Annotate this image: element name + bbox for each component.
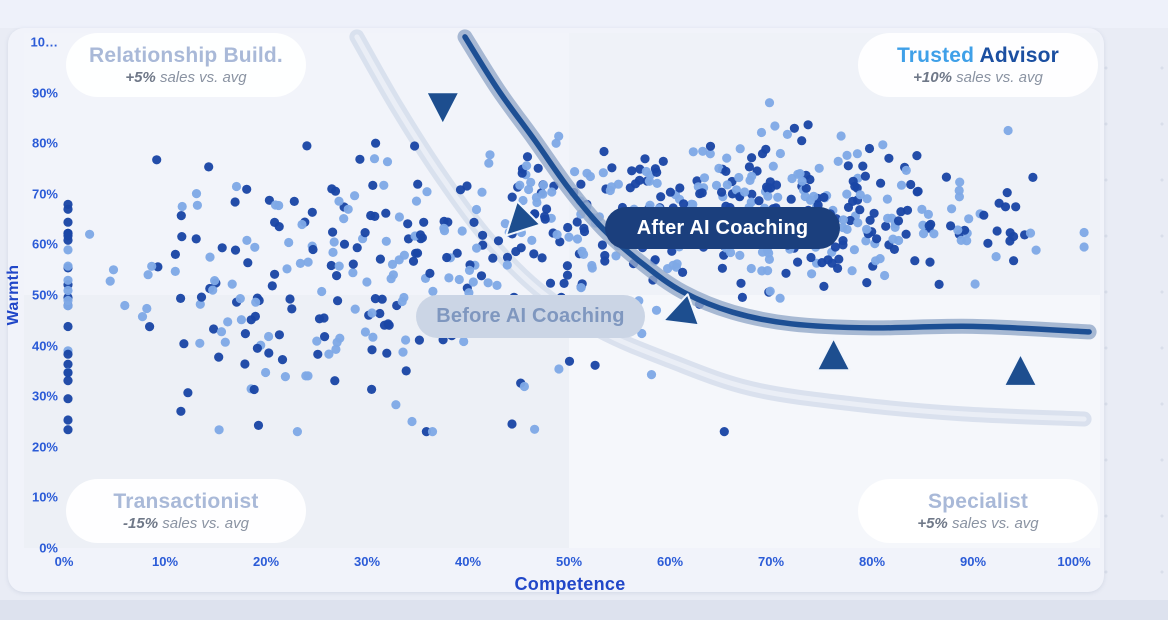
x-axis-tick: 20%	[252, 554, 280, 569]
quadrant-card-specialist: Specialist +5% sales vs. avg	[858, 479, 1098, 543]
x-axis-title: Competence	[514, 574, 626, 594]
quadrant-title: Relationship Build.	[89, 44, 283, 67]
y-axis-tick: 10%	[31, 489, 58, 505]
y-axis-tick: 70%	[31, 186, 58, 202]
x-axis-tick: 0%	[54, 554, 74, 569]
quadrant-stat: +10% sales vs. avg	[913, 69, 1043, 86]
y-axis-tick: 30%	[31, 388, 58, 404]
y-axis-tick: 80%	[31, 135, 58, 151]
quadrant-title: Trusted Advisor	[896, 44, 1060, 67]
top-strip	[0, 0, 1168, 28]
quadrant-stat: +5% sales vs. avg	[125, 69, 247, 86]
x-axis-tick: 100%	[1057, 554, 1091, 569]
x-axis-tick: 50%	[555, 554, 583, 569]
y-axis-tick: 40%	[31, 338, 58, 354]
y-axis-tick: 60%	[31, 236, 58, 252]
after-coaching-label-pill: After AI Coaching	[605, 207, 840, 249]
x-axis-tick: 70%	[757, 554, 785, 569]
quadrant-stat: -15% sales vs. avg	[123, 515, 249, 532]
y-axis-tick: 0%	[39, 540, 58, 556]
quadrant-card-relationship-builder: Relationship Build. +5% sales vs. avg	[66, 33, 306, 97]
y-axis-tick: 10…	[30, 34, 58, 50]
quadrant-title: Specialist	[927, 490, 1029, 513]
y-axis-tick: 90%	[31, 85, 58, 101]
y-axis-title: Warmth	[5, 264, 22, 326]
bottom-strip	[0, 600, 1168, 620]
x-axis-tick: 60%	[656, 554, 684, 569]
x-axis-tick: 80%	[858, 554, 886, 569]
x-axis-tick: 10%	[151, 554, 179, 569]
quadrant-card-transactionist: Transactionist -15% sales vs. avg	[66, 479, 306, 543]
quadrant-stat: +5% sales vs. avg	[917, 515, 1039, 532]
x-axis-tick: 90%	[959, 554, 987, 569]
quadrant-card-trusted-advisor: Trusted Advisor +10% sales vs. avg	[858, 33, 1098, 97]
before-coaching-label-pill: Before AI Coaching	[416, 295, 645, 338]
quadrant-title: Transactionist	[113, 490, 259, 513]
x-axis-tick: 30%	[353, 554, 381, 569]
y-axis-tick: 20%	[31, 439, 58, 455]
y-axis-tick: 50%	[31, 287, 58, 303]
x-axis-tick: 40%	[454, 554, 482, 569]
